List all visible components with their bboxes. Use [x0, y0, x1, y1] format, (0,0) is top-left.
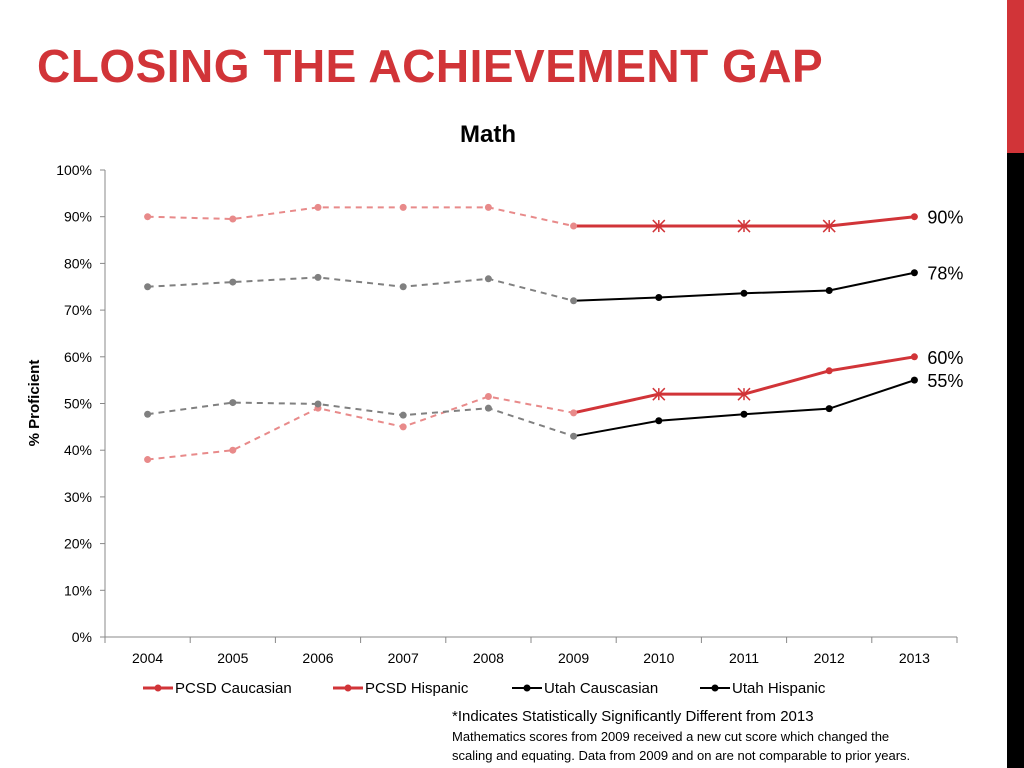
- y-tick-label: 70%: [64, 302, 92, 318]
- data-point: [570, 432, 578, 440]
- y-tick-label: 10%: [64, 582, 92, 598]
- y-tick-label: 0%: [72, 629, 92, 645]
- series-pcsd-hispanic: 60%: [144, 348, 963, 464]
- y-tick-label: 60%: [64, 349, 92, 365]
- data-point: [910, 353, 918, 361]
- data-point: [229, 278, 237, 286]
- legend-item: Utah Hispanic: [700, 680, 826, 697]
- data-point: [910, 269, 918, 277]
- legend-label: PCSD Caucasian: [175, 680, 292, 697]
- data-point: [484, 404, 492, 412]
- y-tick-label: 80%: [64, 255, 92, 271]
- data-point: [399, 423, 407, 431]
- legend-label: Utah Hispanic: [732, 680, 826, 697]
- footnote-cut-score-1: Mathematics scores from 2009 received a …: [452, 729, 890, 744]
- data-point: [399, 283, 407, 291]
- data-point: [740, 289, 748, 297]
- legend-item: PCSD Hispanic: [333, 680, 469, 697]
- y-tick-label: 50%: [64, 396, 92, 412]
- data-point: [655, 293, 663, 301]
- x-tick-label: 2013: [899, 650, 930, 666]
- end-value-label: 90%: [927, 208, 963, 228]
- data-point: [570, 409, 578, 417]
- y-tick-label: 20%: [64, 536, 92, 552]
- data-point: [655, 417, 663, 425]
- chart-axes: 0% 10% 20% 30% 40% 50% 60% 70% 80% 90% 100% 2004 200…: [56, 162, 958, 666]
- legend-swatch-marker: [344, 684, 352, 692]
- y-tick-label: 40%: [64, 442, 92, 458]
- data-point: [229, 446, 237, 454]
- data-point: [314, 203, 322, 211]
- series-utah-causcasian: 78%: [144, 264, 963, 305]
- chart-legend: PCSD Caucasian PCSD Hispanic Utah Causcasi…: [143, 680, 826, 697]
- x-tick-label: 2012: [814, 650, 845, 666]
- series-line-dashed: [147, 206, 574, 228]
- y-tick-label: 100%: [56, 162, 92, 178]
- data-point: [399, 203, 407, 211]
- y-tick-label: 90%: [64, 209, 92, 225]
- slide-title: CLOSING THE ACHIEVEMENT GAP: [37, 40, 824, 92]
- x-tick-label: 2005: [217, 650, 248, 666]
- data-point: [314, 400, 322, 408]
- data-point: [825, 405, 833, 413]
- data-point: [229, 399, 237, 407]
- data-point: [570, 297, 578, 305]
- data-point: [399, 411, 407, 419]
- data-point: [570, 222, 578, 230]
- data-point: [484, 392, 492, 400]
- data-point: [229, 215, 237, 223]
- x-tick-label: 2004: [132, 650, 163, 666]
- data-point: [144, 456, 152, 464]
- x-tick-label: 2006: [302, 650, 333, 666]
- side-accent-red: [1007, 0, 1024, 153]
- data-point: [484, 275, 492, 283]
- series-line-solid: [573, 355, 915, 415]
- data-point: [910, 213, 918, 221]
- end-value-label: 60%: [927, 348, 963, 368]
- legend-item: PCSD Caucasian: [143, 680, 292, 697]
- data-point: [144, 283, 152, 291]
- data-point: [314, 273, 322, 281]
- footnote-significance: *Indicates Statistically Significantly D…: [452, 708, 814, 725]
- series-line-dashed: [147, 401, 574, 438]
- series-line-dashed: [147, 276, 574, 302]
- end-value-label: 55%: [927, 371, 963, 391]
- data-point: [910, 376, 918, 384]
- x-tick-label: 2009: [558, 650, 589, 666]
- x-tick-label: 2011: [729, 650, 759, 666]
- series-utah-hispanic: 55%: [144, 371, 963, 440]
- footnote-cut-score-2: scaling and equating. Data from 2009 and…: [452, 748, 911, 763]
- side-accent-black: [1007, 153, 1024, 768]
- data-point: [484, 203, 492, 211]
- x-tick-label: 2007: [388, 650, 419, 666]
- series-line-dashed: [147, 395, 574, 461]
- legend-item: Utah Causcasian: [512, 680, 658, 697]
- data-point: [825, 286, 833, 294]
- legend-swatch-marker: [711, 684, 719, 692]
- legend-swatch-marker: [523, 684, 531, 692]
- side-accent-bar: [1007, 0, 1024, 768]
- legend-label: Utah Causcasian: [544, 680, 658, 697]
- footnote: *Indicates Statistically Significantly D…: [452, 707, 1012, 765]
- chart-plot-area: 90% 60% 78% 55%: [144, 203, 963, 464]
- legend-swatch-marker: [154, 684, 162, 692]
- series-pcsd-caucasian: 90%: [144, 203, 963, 233]
- data-point: [825, 367, 833, 375]
- legend-label: PCSD Hispanic: [365, 680, 469, 697]
- y-axis-label: % Proficient: [26, 360, 43, 447]
- end-value-label: 78%: [927, 264, 963, 284]
- data-point: [144, 213, 152, 221]
- data-point: [740, 410, 748, 418]
- x-tick-label: 2008: [473, 650, 504, 666]
- data-point: [144, 410, 152, 418]
- chart-title: Math: [460, 121, 516, 148]
- y-tick-label: 30%: [64, 489, 92, 505]
- x-tick-label: 2010: [643, 650, 674, 666]
